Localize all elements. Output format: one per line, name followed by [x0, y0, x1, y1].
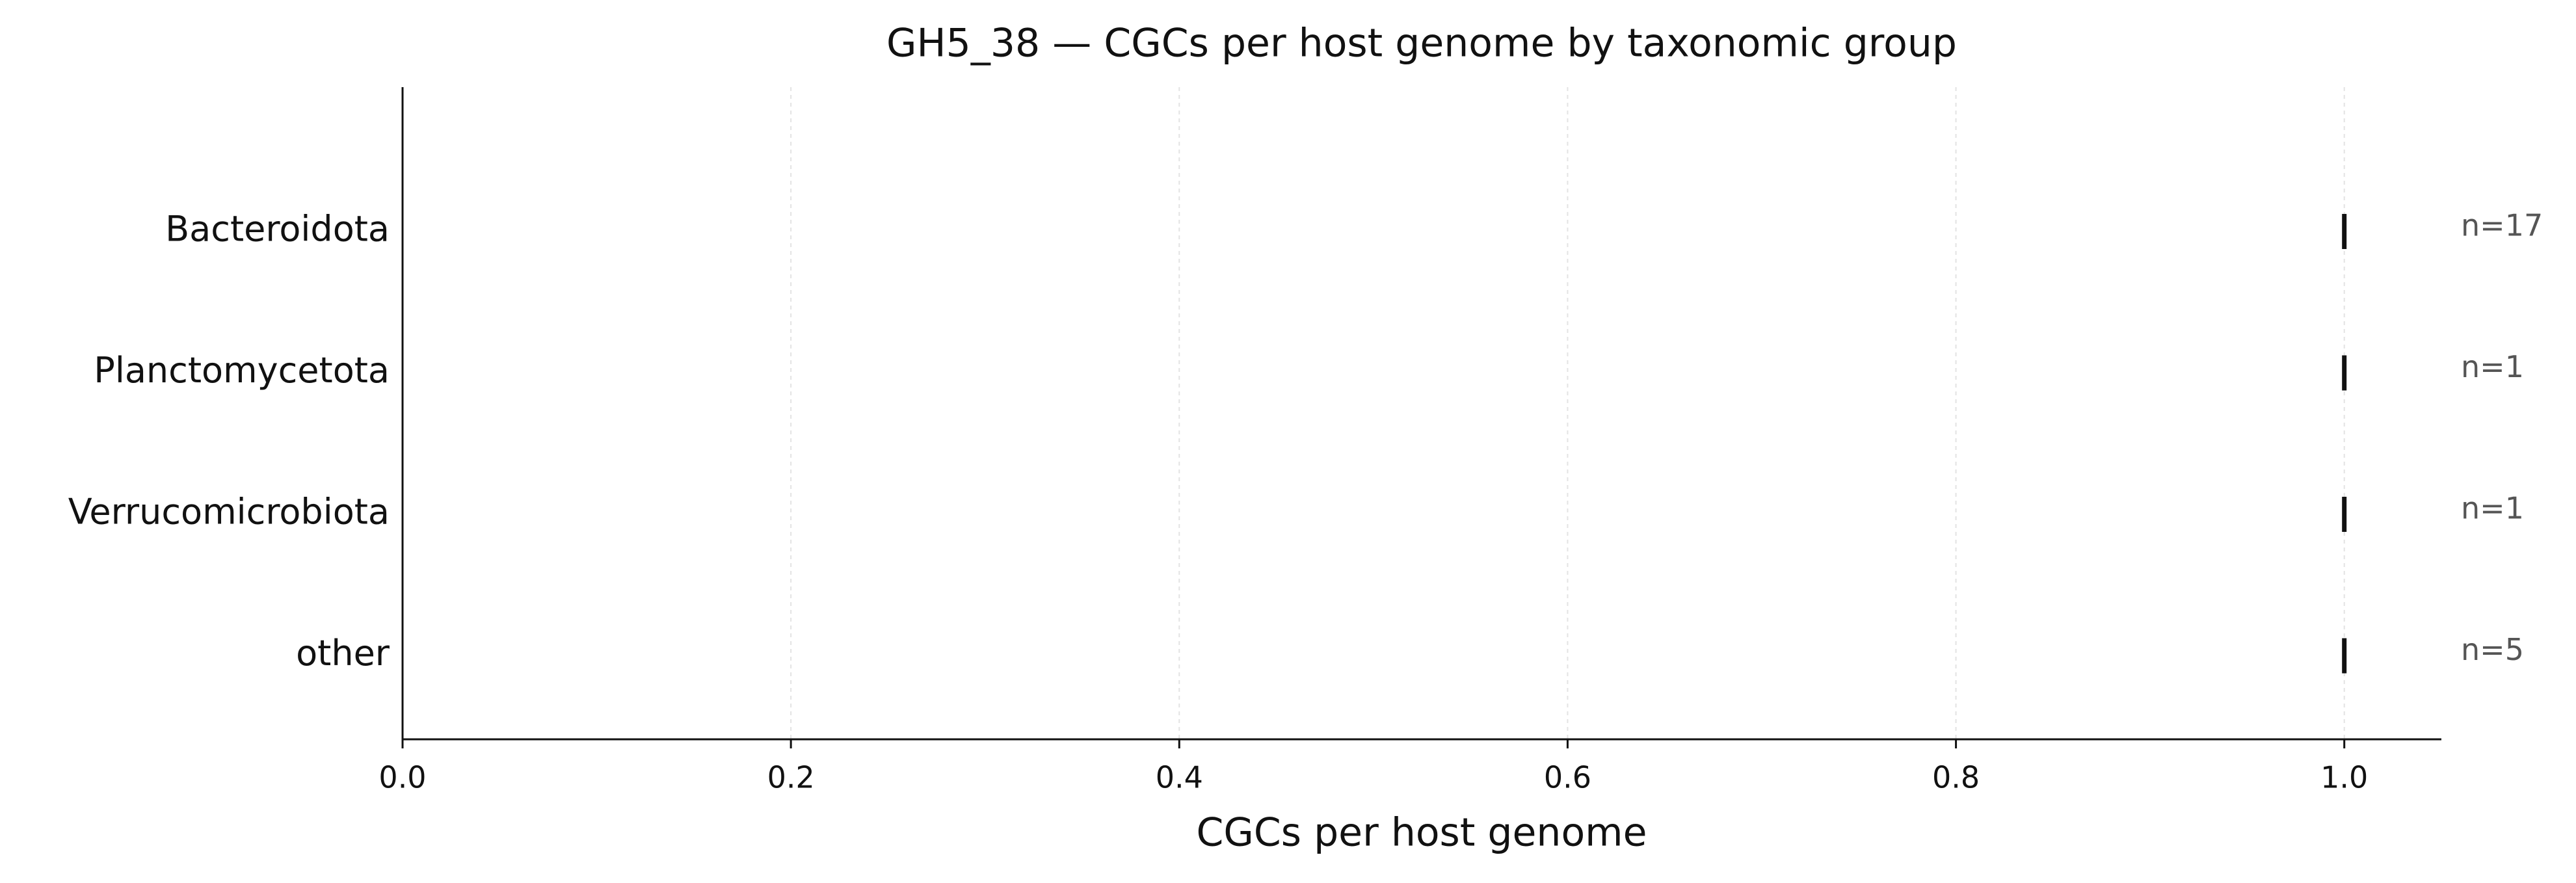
- annotation: n=17: [2461, 208, 2543, 243]
- annotation: n=5: [2461, 632, 2524, 667]
- x-tick-label: 0.2: [767, 760, 815, 795]
- y-tick-label: Verrucomicrobiota: [68, 492, 390, 533]
- y-tick-label: Planctomycetota: [94, 350, 390, 391]
- x-tick-label: 0.8: [1932, 760, 1980, 795]
- x-axis-label: CGCs per host genome: [1196, 810, 1647, 856]
- x-tick-label: 0.0: [378, 760, 426, 795]
- x-tick-label: 0.4: [1156, 760, 1203, 795]
- y-tick-label: Bacteroidota: [165, 209, 390, 250]
- x-tick-label: 1.0: [2320, 760, 2368, 795]
- annotation: n=1: [2461, 491, 2524, 526]
- chart-title: GH5_38 — CGCs per host genome by taxonom…: [886, 21, 1957, 66]
- x-tick-label: 0.6: [1544, 760, 1591, 795]
- annotation: n=1: [2461, 349, 2524, 384]
- y-tick-label: other: [296, 633, 390, 674]
